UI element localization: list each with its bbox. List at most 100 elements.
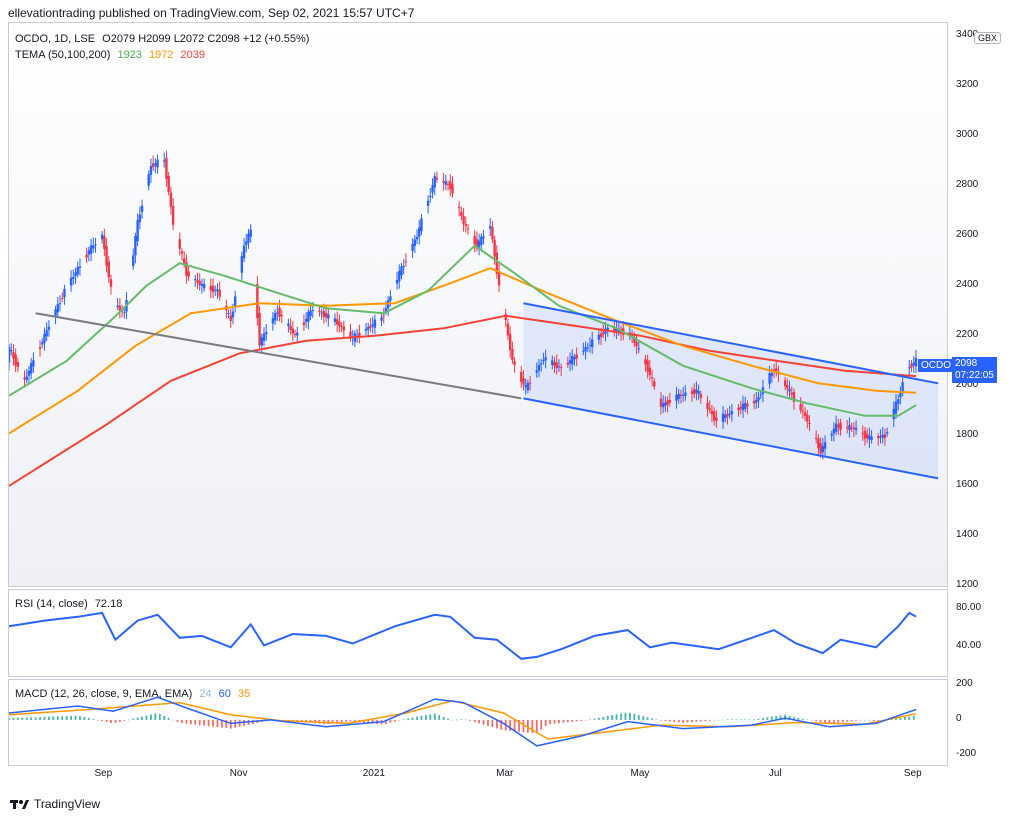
macd-histogram-bar — [154, 713, 157, 720]
macd-histogram-bar — [447, 718, 449, 720]
candle-body — [524, 385, 527, 387]
candle-body — [209, 286, 212, 291]
macd-legend: MACD (12, 26, close, 9, EMA, EMA) 24 60 … — [15, 688, 254, 700]
macd-histogram-bar — [136, 717, 139, 720]
macd-chart[interactable] — [9, 680, 947, 765]
candle-body — [136, 220, 139, 242]
candle-body — [395, 279, 399, 284]
macd-histogram-bar — [722, 719, 724, 721]
price-panel[interactable]: OCDO, 1D, LSE O2079 H2099 L2072 C2098 +1… — [8, 22, 948, 587]
candle-body — [613, 328, 616, 331]
candle-body — [737, 407, 740, 411]
candle-body — [100, 234, 104, 240]
macd-histogram-bar — [518, 719, 520, 732]
macd-histogram-bar — [695, 719, 698, 722]
candle-body — [883, 434, 887, 439]
macd-histogram-bar — [651, 718, 653, 720]
candle-body — [56, 304, 59, 313]
candle-body — [881, 435, 884, 438]
macd-histogram-bar — [354, 719, 356, 722]
candle-body — [821, 446, 825, 453]
candle-body — [296, 332, 299, 336]
candle-body — [677, 393, 680, 400]
candle-body — [324, 312, 328, 318]
brand-name: TradingView — [34, 797, 101, 811]
candle-body — [586, 347, 589, 349]
candle-body — [504, 314, 507, 320]
macd-histogram-bar — [469, 719, 472, 721]
candle-body — [214, 289, 217, 291]
candle-body — [861, 432, 864, 434]
rsi-label: RSI (14, close) — [15, 598, 88, 610]
macd-histogram-bar — [16, 717, 19, 720]
macd-histogram-bar — [850, 719, 853, 722]
macd-histogram-bar — [176, 719, 179, 722]
rsi-chart[interactable] — [9, 590, 947, 676]
macd-histogram-bar — [699, 719, 702, 722]
candle-body — [38, 347, 42, 350]
publish-header: ellevationtrading published on TradingVi… — [8, 6, 415, 20]
price-chart[interactable] — [9, 23, 947, 586]
candle-body — [276, 312, 279, 314]
candle-body — [706, 402, 709, 409]
rsi-line — [9, 611, 917, 660]
candle-body — [482, 236, 485, 239]
macd-axis[interactable]: 200 0 -200 — [948, 678, 1024, 766]
price-tick-label: 3000 — [956, 128, 979, 140]
candle-body — [535, 370, 538, 373]
candle-body — [107, 261, 110, 278]
candle-body — [318, 310, 321, 312]
macd-histogram-bar — [553, 719, 556, 724]
macd-histogram-bar — [655, 719, 658, 720]
macd-histogram-bar — [704, 719, 707, 722]
candle-body — [54, 309, 57, 318]
candle-body — [278, 307, 281, 317]
macd-panel[interactable]: MACD (12, 26, close, 9, EMA, EMA) 24 60 … — [8, 679, 948, 766]
macd-histogram-bar — [566, 719, 569, 723]
candle-body — [746, 403, 749, 407]
rsi-axis[interactable]: 80.00 40.00 — [948, 589, 1024, 677]
macd-label: MACD (12, 26, close, 9, EMA, EMA) — [15, 688, 193, 700]
candle-body — [449, 181, 452, 189]
candle-body — [23, 377, 26, 380]
candle-body — [338, 321, 341, 327]
macd-histogram-bar — [345, 719, 347, 722]
macd-tick-label: -200 — [956, 747, 977, 759]
candle-body — [792, 392, 796, 402]
candle-body — [291, 328, 295, 334]
candle-body — [635, 342, 638, 347]
macd-histogram-bar — [163, 715, 166, 720]
time-tick-label: Sep — [94, 768, 113, 779]
candle-body — [14, 354, 17, 366]
macd-histogram-bar — [473, 719, 476, 723]
candle-body — [571, 355, 574, 365]
macd-histogram-bar — [442, 716, 445, 720]
candle-body — [715, 417, 718, 422]
macd-histogram-bar — [686, 719, 689, 723]
macd-histogram-bar — [580, 719, 583, 721]
macd-histogram-bar — [48, 716, 50, 720]
candle-body — [708, 408, 711, 410]
candle-body — [628, 332, 632, 334]
macd-histogram-bar — [815, 719, 818, 722]
last-price: 2098 — [955, 358, 978, 369]
price-axis[interactable]: 3400 3200 3000 2800 2600 2400 2200 2000 1800 1600… — [948, 22, 1024, 591]
macd-histogram-bar — [30, 717, 33, 720]
macd-histogram-bar — [642, 716, 645, 720]
macd-histogram-bar — [389, 719, 392, 723]
trendline-support — [35, 312, 522, 400]
candle-body — [553, 362, 556, 366]
candle-body — [539, 363, 543, 365]
currency-badge[interactable]: GBX — [974, 32, 1002, 44]
candle-body — [633, 336, 636, 343]
candle-body — [477, 240, 481, 248]
candle-body — [506, 323, 510, 336]
rsi-panel[interactable]: RSI (14, close) 72.18 — [8, 589, 948, 677]
footer-brand: TradingView — [10, 797, 100, 811]
candle-body — [899, 391, 902, 398]
candle-body — [788, 388, 791, 392]
macd-histogram-bar — [509, 719, 512, 731]
candle-body — [245, 241, 248, 245]
time-tick-label: Jul — [768, 768, 782, 779]
candle-body — [242, 245, 246, 259]
